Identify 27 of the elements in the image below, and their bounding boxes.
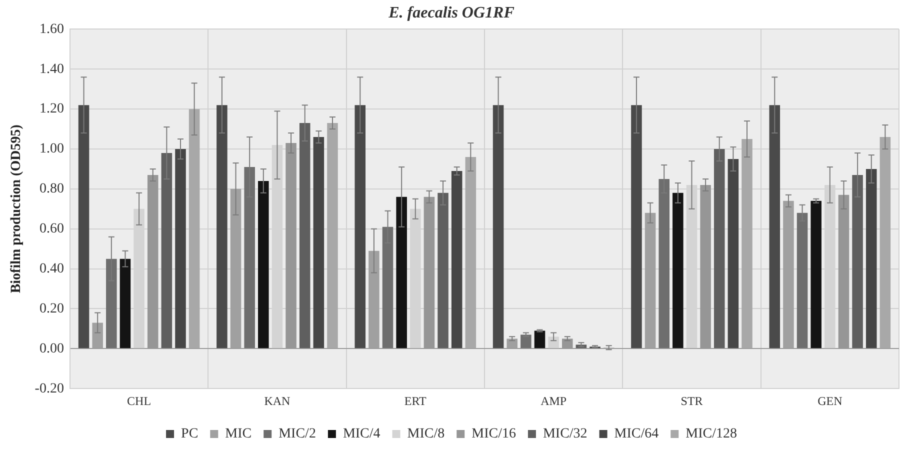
y-tick-label: -0.20 — [34, 381, 64, 396]
legend-label: MIC/32 — [542, 426, 588, 442]
x-tick-label: AMP — [540, 394, 567, 408]
x-tick-label: ERT — [404, 394, 428, 408]
x-tick-label: GEN — [818, 394, 843, 408]
y-tick-label: 1.40 — [39, 62, 64, 77]
y-tick-label: 0.00 — [39, 341, 64, 356]
y-tick-label: 0.40 — [39, 261, 64, 276]
y-tick-label: 0.20 — [39, 301, 64, 316]
y-tick-label: 0.60 — [39, 222, 64, 237]
y-tick-label: 0.80 — [39, 182, 64, 197]
y-axis-title: Biofilm production (OD595) — [9, 124, 24, 294]
legend-label: MIC/8 — [407, 426, 445, 442]
legend-label: MIC/16 — [472, 426, 516, 442]
y-tick-label: 1.60 — [39, 22, 64, 37]
y-tick-label: 1.00 — [39, 142, 64, 157]
legend-label: PC — [181, 426, 198, 442]
x-tick-label: CHL — [127, 394, 152, 408]
legend-label: MIC/4 — [342, 426, 380, 442]
legend-label: MIC/64 — [614, 426, 659, 442]
x-tick-label: KAN — [264, 394, 291, 408]
legend-label: MIC/128 — [686, 426, 737, 442]
legend-label: MIC — [225, 426, 252, 442]
x-tick-label: STR — [680, 394, 703, 408]
y-tick-label: 1.20 — [39, 102, 64, 117]
legend-label: MIC/2 — [278, 426, 316, 442]
chart-title: E. faecalis OG1RF — [388, 4, 515, 22]
